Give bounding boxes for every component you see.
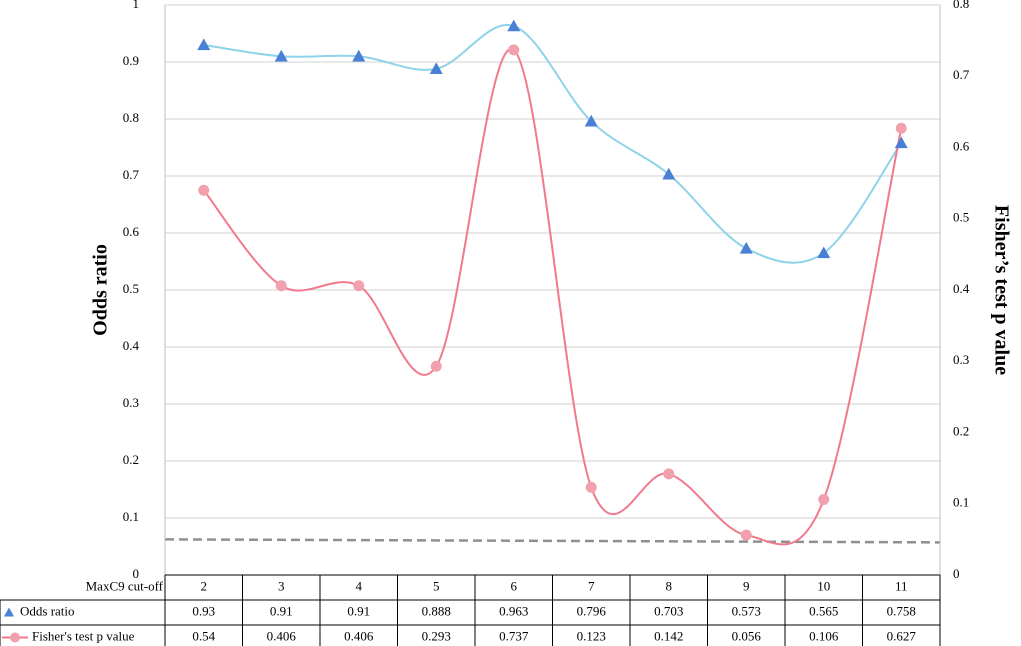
y2-tick-label: 0.4 — [953, 281, 970, 296]
reference-line — [164, 538, 941, 544]
y2-tick-label: 0 — [953, 566, 960, 581]
data-label: 0.796 — [577, 603, 607, 618]
grid-lines — [165, 4, 940, 519]
series-line-0 — [203, 24, 903, 264]
legend-circle-icon — [10, 632, 20, 643]
y-tick-label: 0.9 — [123, 53, 139, 68]
y2-tick-label: 0.8 — [953, 0, 969, 11]
p-value-point — [275, 280, 287, 292]
p-value-point — [508, 44, 520, 56]
y2-tick-label: 0.3 — [953, 352, 969, 367]
data-label: 0.963 — [499, 603, 528, 618]
y2-tick-label: 0.1 — [953, 495, 969, 510]
y-tick-label: 0.8 — [123, 110, 139, 125]
p-value-point — [663, 468, 675, 480]
data-label: 0.056 — [732, 628, 762, 643]
odds-ratio-point — [817, 246, 831, 259]
y-tick-label: 0.6 — [123, 224, 140, 239]
y-tick-label: 0.2 — [123, 452, 139, 467]
legend-triangle-icon — [4, 607, 14, 617]
y2-tick-label: 0.5 — [953, 210, 969, 225]
reference-line-group — [164, 538, 941, 544]
data-table: MaxC9 cut-off 2 3 4 5 6 7 8 9 10 11 Odds ratio 0.93 0… — [0, 574, 941, 646]
data-label: 0.106 — [809, 628, 839, 643]
data-label: 0.573 — [732, 603, 761, 618]
legend-label: Fisher's test p value — [32, 628, 135, 643]
data-label: 0.758 — [887, 603, 916, 618]
data-label: 0.737 — [499, 628, 529, 643]
y2-tick-label: 0.6 — [953, 138, 970, 153]
data-label: 0.627 — [887, 628, 917, 643]
p-value-point — [740, 529, 752, 541]
odds-ratio-point — [274, 49, 288, 62]
data-label: 0.703 — [654, 603, 683, 618]
data-label: 0.91 — [270, 603, 293, 618]
data-label: 0.565 — [809, 603, 838, 618]
y-tick-label: 0.1 — [123, 509, 139, 524]
series-markers — [197, 19, 908, 541]
data-label: 0.293 — [422, 628, 451, 643]
y2-tick-label: 0.2 — [953, 423, 969, 438]
y-tick-label: 0.7 — [123, 167, 140, 182]
legend-label: Odds ratio — [20, 603, 75, 618]
odds-ratio-point — [894, 136, 908, 149]
data-label: 0.888 — [422, 603, 451, 618]
y-tick-label: 0.5 — [123, 281, 139, 296]
p-value-point — [353, 280, 365, 292]
data-label: 0.93 — [192, 603, 215, 618]
y-tick-label: 0.4 — [123, 338, 140, 353]
odds-ratio-point — [197, 38, 211, 51]
odds-ratio-point — [352, 49, 366, 62]
p-value-point — [585, 481, 597, 493]
x-tick-label: 8 — [666, 578, 673, 593]
data-label: 0.406 — [267, 628, 297, 643]
y-tick-label: 1 — [133, 0, 140, 11]
data-label: 0.406 — [344, 628, 374, 643]
p-value-point — [198, 184, 210, 196]
data-label: 0.142 — [654, 628, 683, 643]
odds-ratio-point — [739, 241, 753, 254]
x-tick-label: 10 — [817, 578, 830, 593]
odds-ratio-point — [507, 19, 521, 32]
data-label: 0.91 — [347, 603, 370, 618]
odds-ratio-point — [662, 167, 676, 180]
data-label: 0.54 — [192, 628, 215, 643]
axes: 0 0.1 0.2 0.3 0.4 0.5 0.6 0.7 0.8 0.9 1 0 0.1 0.2 0.3 0… — [90, 0, 1013, 581]
series-lines — [202, 24, 903, 546]
x-tick-label: 2 — [201, 578, 208, 593]
x-tick-label: 7 — [588, 578, 595, 593]
x-tick-label: 11 — [895, 578, 908, 593]
x-tick-label: 9 — [743, 578, 750, 593]
odds-ratio-point — [429, 62, 443, 75]
x-tick-label: 6 — [511, 578, 518, 593]
y-tick-label: 0.3 — [123, 395, 139, 410]
x-tick-label: 4 — [356, 578, 363, 593]
odds-ratio-point — [584, 114, 598, 127]
y2-axis-title: Fisher’s test p value — [990, 205, 1012, 375]
y-axis-title: Odds ratio — [90, 244, 112, 336]
x-tick-label: 3 — [278, 578, 285, 593]
x-axis-title: MaxC9 cut-off — [86, 578, 164, 593]
data-label: 0.123 — [577, 628, 606, 643]
p-value-point — [818, 493, 830, 505]
x-tick-label: 5 — [433, 578, 440, 593]
p-value-point — [895, 122, 907, 134]
series-line-1 — [202, 48, 903, 546]
y-tick-label: 0 — [133, 566, 140, 581]
y2-tick-label: 0.7 — [953, 67, 970, 82]
p-value-point — [430, 360, 442, 372]
